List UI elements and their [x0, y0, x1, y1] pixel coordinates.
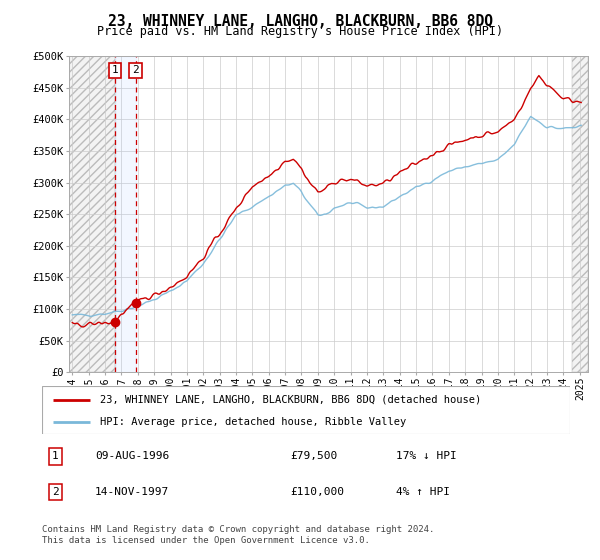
Text: 4% ↑ HPI: 4% ↑ HPI	[396, 487, 450, 497]
Text: 1: 1	[52, 451, 59, 461]
Text: Contains HM Land Registry data © Crown copyright and database right 2024.
This d: Contains HM Land Registry data © Crown c…	[42, 525, 434, 545]
Text: 23, WHINNEY LANE, LANGHO, BLACKBURN, BB6 8DQ: 23, WHINNEY LANE, LANGHO, BLACKBURN, BB6…	[107, 14, 493, 29]
Text: 14-NOV-1997: 14-NOV-1997	[95, 487, 169, 497]
Text: 09-AUG-1996: 09-AUG-1996	[95, 451, 169, 461]
Text: 23, WHINNEY LANE, LANGHO, BLACKBURN, BB6 8DQ (detached house): 23, WHINNEY LANE, LANGHO, BLACKBURN, BB6…	[100, 395, 481, 405]
Text: 2: 2	[52, 487, 59, 497]
Text: £79,500: £79,500	[290, 451, 337, 461]
Text: £110,000: £110,000	[290, 487, 344, 497]
Bar	[115, 56, 136, 372]
Text: 17% ↓ HPI: 17% ↓ HPI	[396, 451, 457, 461]
Text: 2: 2	[132, 66, 139, 76]
Text: HPI: Average price, detached house, Ribble Valley: HPI: Average price, detached house, Ribb…	[100, 417, 406, 427]
Text: Price paid vs. HM Land Registry's House Price Index (HPI): Price paid vs. HM Land Registry's House …	[97, 25, 503, 38]
Text: 1: 1	[112, 66, 118, 76]
